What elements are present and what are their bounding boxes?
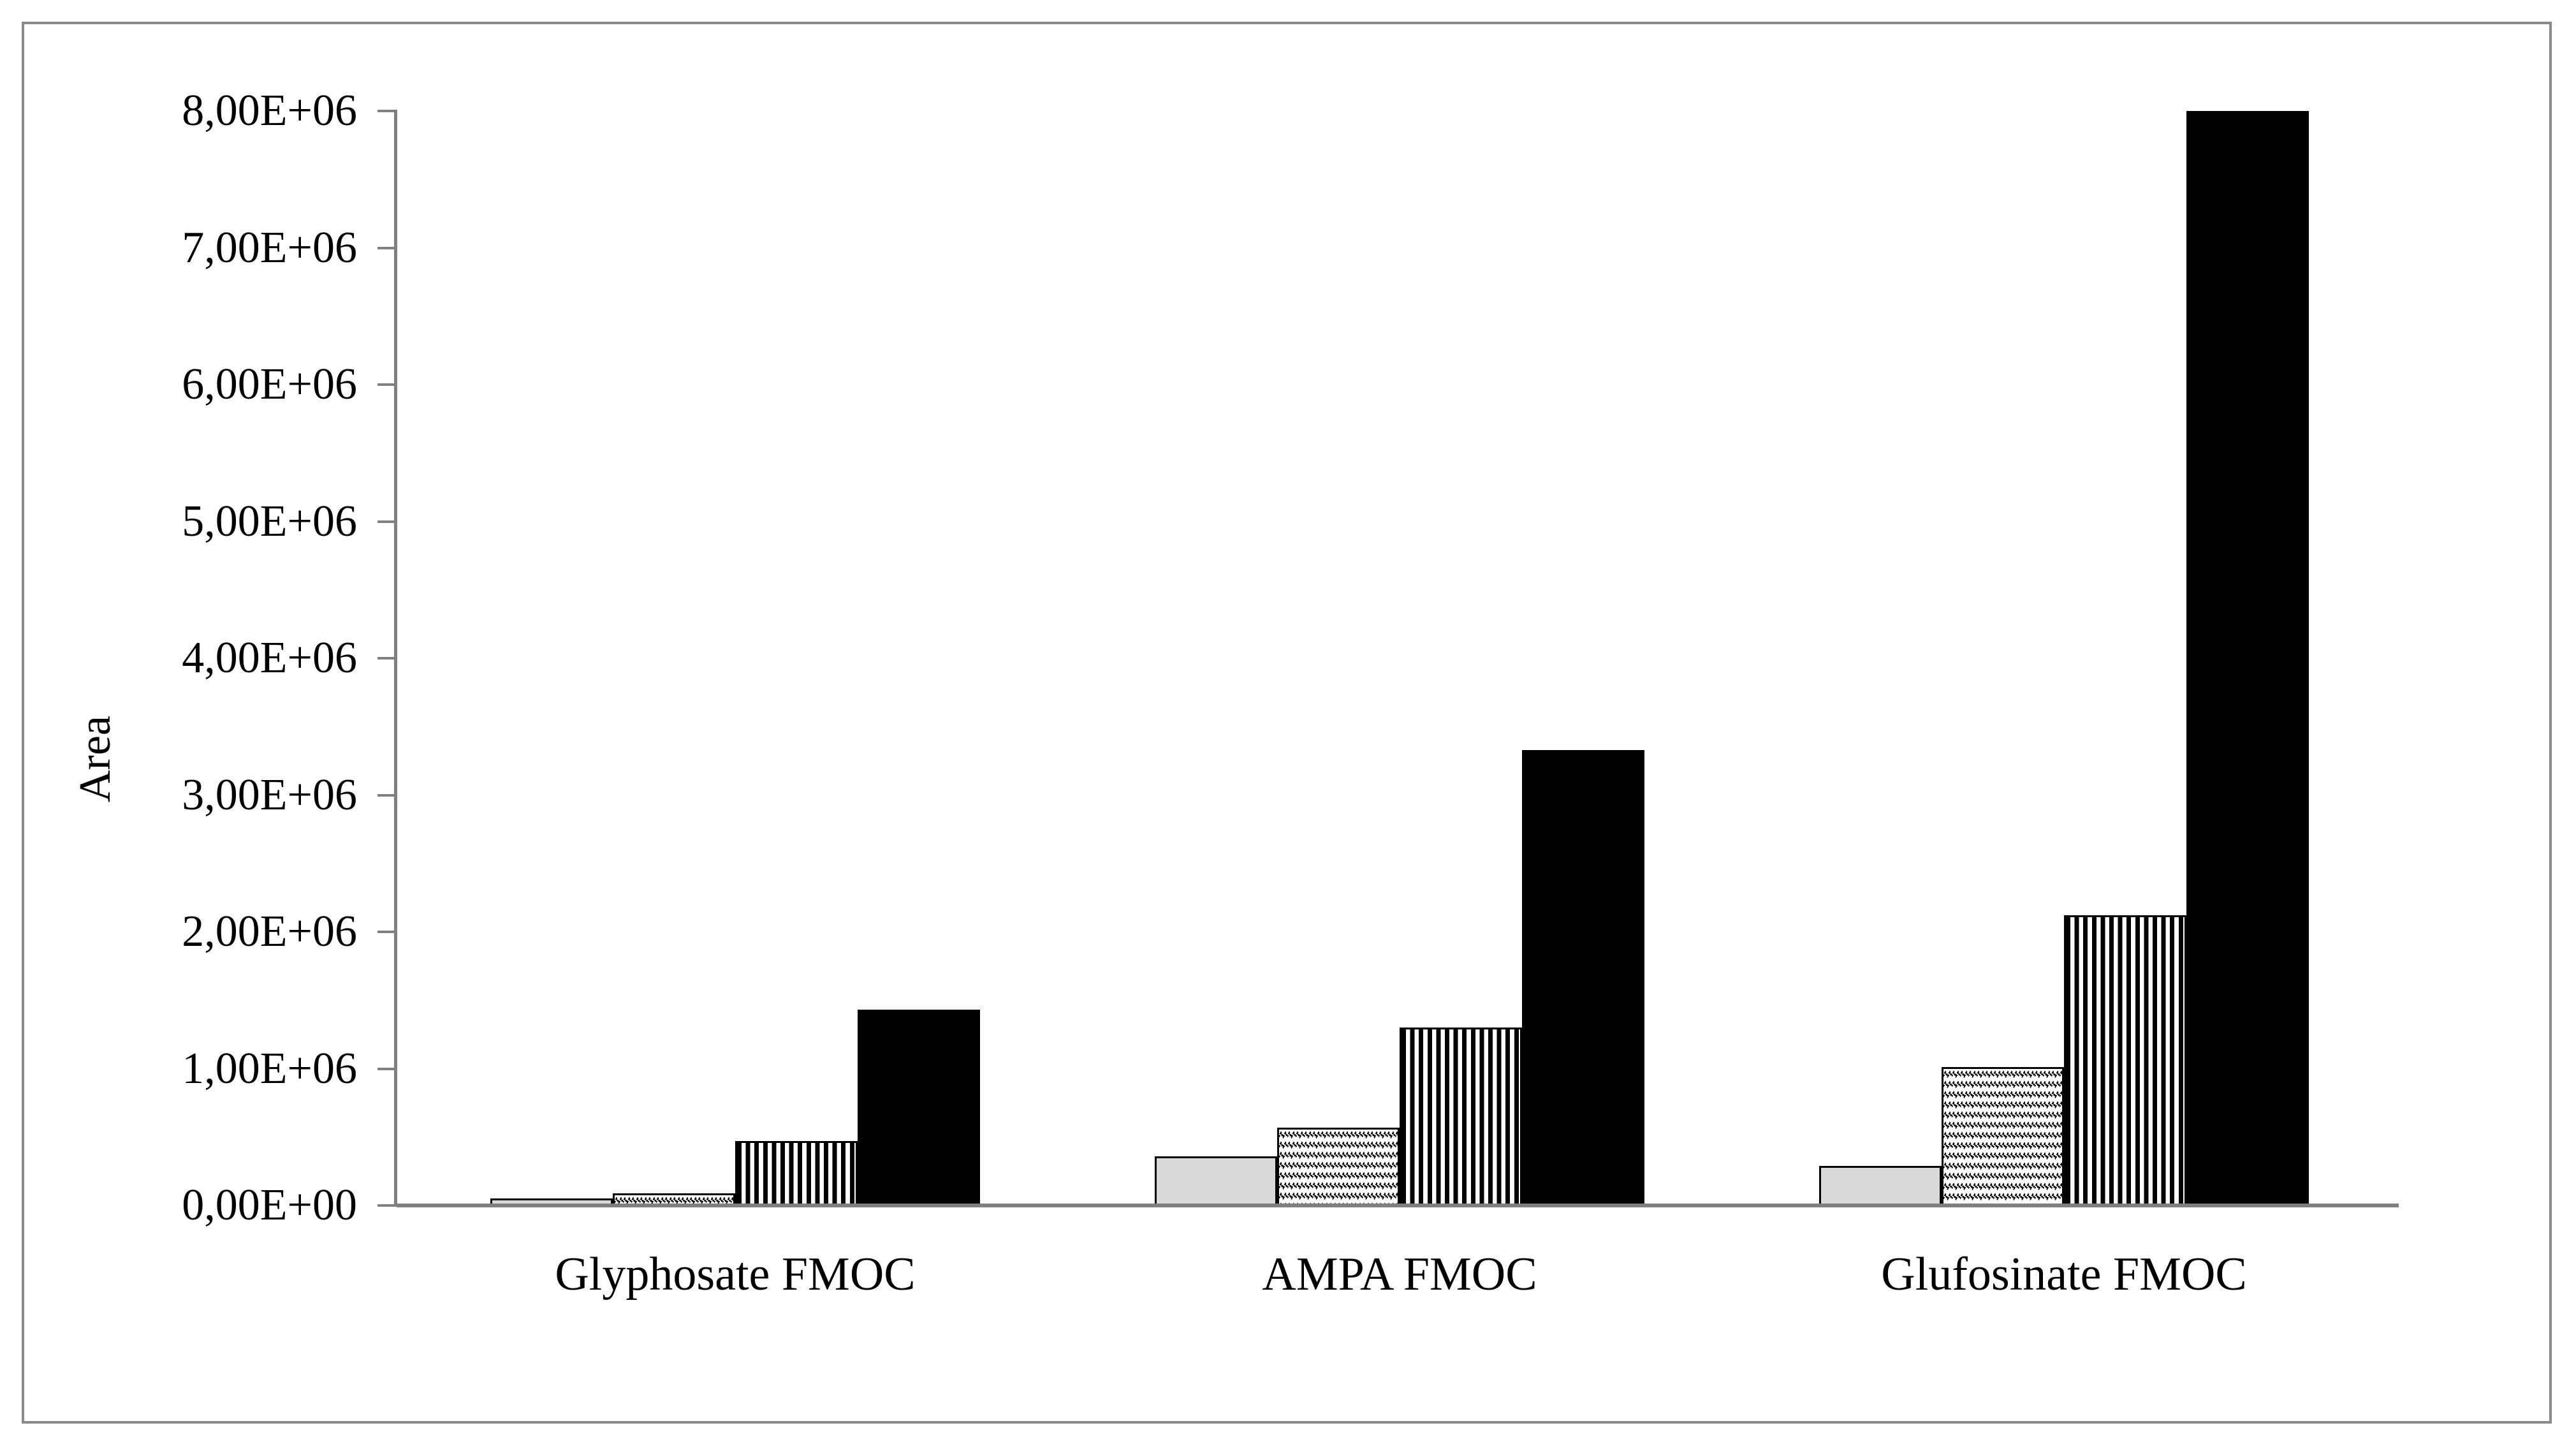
y-tick-label: 7,00E+06 bbox=[182, 223, 357, 272]
bar-light-gray bbox=[1819, 1166, 1942, 1205]
bar-solid-black bbox=[858, 1010, 980, 1205]
y-tick-label: 0,00E+00 bbox=[182, 1181, 357, 1230]
bar-vertical-stripes bbox=[1400, 1028, 1522, 1205]
y-axis-tick bbox=[377, 793, 395, 797]
y-axis-tick bbox=[377, 110, 395, 112]
category-label: AMPA FMOC bbox=[1262, 1248, 1537, 1300]
zigzag-pattern-fill bbox=[1943, 1069, 2062, 1205]
bar-zigzag bbox=[1277, 1128, 1400, 1205]
bar-light-gray bbox=[1155, 1156, 1277, 1205]
y-axis-tick bbox=[377, 520, 395, 523]
y-axis-tick bbox=[377, 931, 395, 933]
bar-vertical-stripes bbox=[735, 1141, 858, 1205]
bar-zigzag bbox=[1942, 1067, 2064, 1205]
bar-vertical-stripes bbox=[2064, 915, 2186, 1205]
y-tick-label: 4,00E+06 bbox=[182, 633, 357, 682]
bar-solid-black bbox=[1522, 750, 1644, 1205]
y-axis-tick bbox=[377, 1204, 395, 1207]
y-axis-tick bbox=[377, 657, 395, 659]
y-tick-label: 1,00E+06 bbox=[182, 1043, 357, 1093]
y-axis-line bbox=[394, 110, 397, 1207]
x-axis-line bbox=[397, 1204, 2399, 1207]
zigzag-pattern-fill bbox=[615, 1195, 733, 1205]
bar-solid-black bbox=[2186, 111, 2309, 1205]
bar-zigzag bbox=[613, 1193, 735, 1205]
category-label: Glufosinate FMOC bbox=[1881, 1248, 2247, 1300]
y-tick-label: 8,00E+06 bbox=[182, 86, 357, 135]
figure-border bbox=[22, 22, 2552, 1424]
y-tick-label: 5,00E+06 bbox=[182, 496, 357, 546]
y-tick-label: 3,00E+06 bbox=[182, 770, 357, 820]
y-axis-tick bbox=[377, 383, 395, 386]
y-axis-tick bbox=[377, 246, 395, 249]
category-label: Glyphosate FMOC bbox=[555, 1248, 916, 1300]
y-axis-tick bbox=[377, 1067, 395, 1070]
bar-light-gray bbox=[490, 1198, 613, 1205]
y-tick-label: 2,00E+06 bbox=[182, 907, 357, 956]
y-axis-title: Area bbox=[71, 716, 120, 803]
y-tick-label: 6,00E+06 bbox=[182, 360, 357, 409]
zigzag-pattern-fill bbox=[1279, 1130, 1398, 1205]
